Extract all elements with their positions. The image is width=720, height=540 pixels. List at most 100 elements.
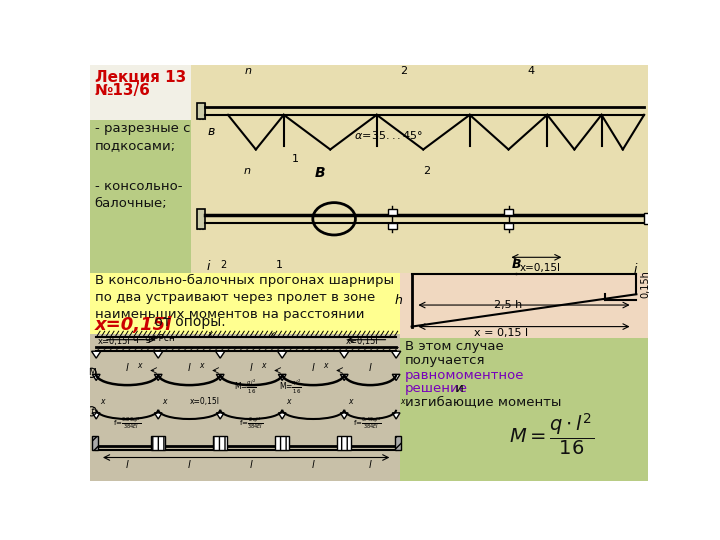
Text: x: x <box>261 361 266 370</box>
Polygon shape <box>154 374 162 381</box>
Bar <box>90 65 191 120</box>
Bar <box>275 436 289 450</box>
Text: l: l <box>312 460 315 470</box>
Text: 2: 2 <box>400 66 407 76</box>
Text: - консольно-
балочные;: - консольно- балочные; <box>94 180 182 210</box>
Text: l: l <box>126 363 129 373</box>
Bar <box>504 222 513 229</box>
Bar <box>644 213 650 224</box>
Text: 1: 1 <box>276 260 283 271</box>
Polygon shape <box>216 413 224 419</box>
Text: В этом случае: В этом случае <box>405 340 503 354</box>
Text: №13/6: №13/6 <box>94 83 150 98</box>
Bar <box>90 177 191 273</box>
Polygon shape <box>341 374 348 381</box>
Polygon shape <box>341 413 348 419</box>
Text: x: x <box>162 397 166 407</box>
Bar <box>191 177 648 273</box>
Text: 2: 2 <box>423 166 431 177</box>
Text: n: n <box>243 166 251 177</box>
Text: x=0,15l: x=0,15l <box>189 396 220 406</box>
Bar <box>151 436 165 450</box>
Text: f: f <box>90 407 93 416</box>
Bar <box>387 209 397 215</box>
Bar <box>400 338 648 481</box>
Text: - разрезные с
подкосами;: - разрезные с подкосами; <box>94 122 190 152</box>
Text: M=$\frac{ql^2}{16}$: M=$\frac{ql^2}{16}$ <box>279 377 302 396</box>
Text: x: x <box>323 361 328 370</box>
Text: x: x <box>348 397 353 407</box>
Text: x=0,15l: x=0,15l <box>520 264 561 273</box>
Text: x: x <box>207 329 212 339</box>
Bar <box>387 222 397 229</box>
Text: x: x <box>199 361 204 370</box>
Text: x: x <box>269 329 274 339</box>
Text: в: в <box>208 125 215 138</box>
Polygon shape <box>215 351 225 358</box>
Text: B: B <box>315 166 325 180</box>
Text: M=$\frac{ql^2}{16}$: M=$\frac{ql^2}{16}$ <box>233 377 256 396</box>
Polygon shape <box>392 413 400 419</box>
Polygon shape <box>279 374 286 381</box>
Text: 0,15h: 0,15h <box>640 271 650 298</box>
Text: q=g+Pсн: q=g+Pсн <box>132 334 176 343</box>
Polygon shape <box>92 413 100 419</box>
Text: x=0,15l: x=0,15l <box>94 316 172 334</box>
Text: x: x <box>400 397 405 407</box>
Text: x: x <box>100 397 104 407</box>
Text: l: l <box>250 363 253 373</box>
Polygon shape <box>154 413 162 419</box>
Bar <box>191 65 648 177</box>
Text: x: x <box>286 397 291 407</box>
Polygon shape <box>340 351 349 358</box>
Text: 2,5 h: 2,5 h <box>495 300 523 310</box>
Bar <box>395 436 401 450</box>
Bar <box>91 436 98 450</box>
Text: x: x <box>138 361 142 370</box>
Text: решение: решение <box>405 382 468 395</box>
Text: $M = \dfrac{q \cdot l^2}{16}$: $M = \dfrac{q \cdot l^2}{16}$ <box>508 411 594 457</box>
Bar <box>90 334 400 481</box>
Polygon shape <box>392 351 401 358</box>
Text: 1: 1 <box>292 154 299 164</box>
Text: l: l <box>188 363 191 373</box>
Text: i: i <box>206 260 210 273</box>
Bar <box>504 209 513 215</box>
Polygon shape <box>92 374 100 381</box>
Text: f=$\frac{0.49ql^4}{384EI}$: f=$\frac{0.49ql^4}{384EI}$ <box>354 415 382 430</box>
Polygon shape <box>277 351 287 358</box>
Bar <box>213 436 228 450</box>
Text: x=0,15l: x=0,15l <box>346 336 379 346</box>
Text: l: l <box>126 460 129 470</box>
Polygon shape <box>216 374 224 381</box>
Bar <box>197 209 204 229</box>
Bar <box>400 273 648 338</box>
Text: h: h <box>395 294 402 307</box>
Text: равномоментное: равномоментное <box>405 369 524 382</box>
Bar <box>90 273 400 334</box>
Text: f=$\frac{2\,ql^4}{384EI}$: f=$\frac{2\,ql^4}{384EI}$ <box>239 415 264 430</box>
Bar <box>90 120 191 177</box>
Text: x=0,15l: x=0,15l <box>98 336 130 346</box>
Text: l: l <box>369 460 372 470</box>
Text: B: B <box>511 258 521 271</box>
Text: от опоры.: от опоры. <box>150 315 226 329</box>
Bar <box>197 103 204 119</box>
Text: f=$\frac{0.83ql^4}{384EI}$: f=$\frac{0.83ql^4}{384EI}$ <box>113 415 141 430</box>
Polygon shape <box>153 351 163 358</box>
Text: n: n <box>245 66 252 76</box>
Bar <box>337 436 351 450</box>
Polygon shape <box>392 374 400 381</box>
Text: 4: 4 <box>528 66 535 76</box>
Text: Лекция 13: Лекция 13 <box>94 70 186 85</box>
Text: изгибающие моменты: изгибающие моменты <box>405 395 561 408</box>
Text: В консольно-балочных прогонах шарниры
по два устраивают через пролет в зоне
наим: В консольно-балочных прогонах шарниры по… <box>94 274 394 321</box>
Text: l: l <box>250 460 253 470</box>
Text: M: M <box>88 368 96 377</box>
Text: l: l <box>188 460 191 470</box>
Text: получается: получается <box>405 354 485 367</box>
Text: $\alpha\!=\!35...45°$: $\alpha\!=\!35...45°$ <box>354 129 423 141</box>
Text: 2: 2 <box>220 260 227 271</box>
Text: i: i <box>634 264 637 276</box>
Polygon shape <box>91 351 101 358</box>
